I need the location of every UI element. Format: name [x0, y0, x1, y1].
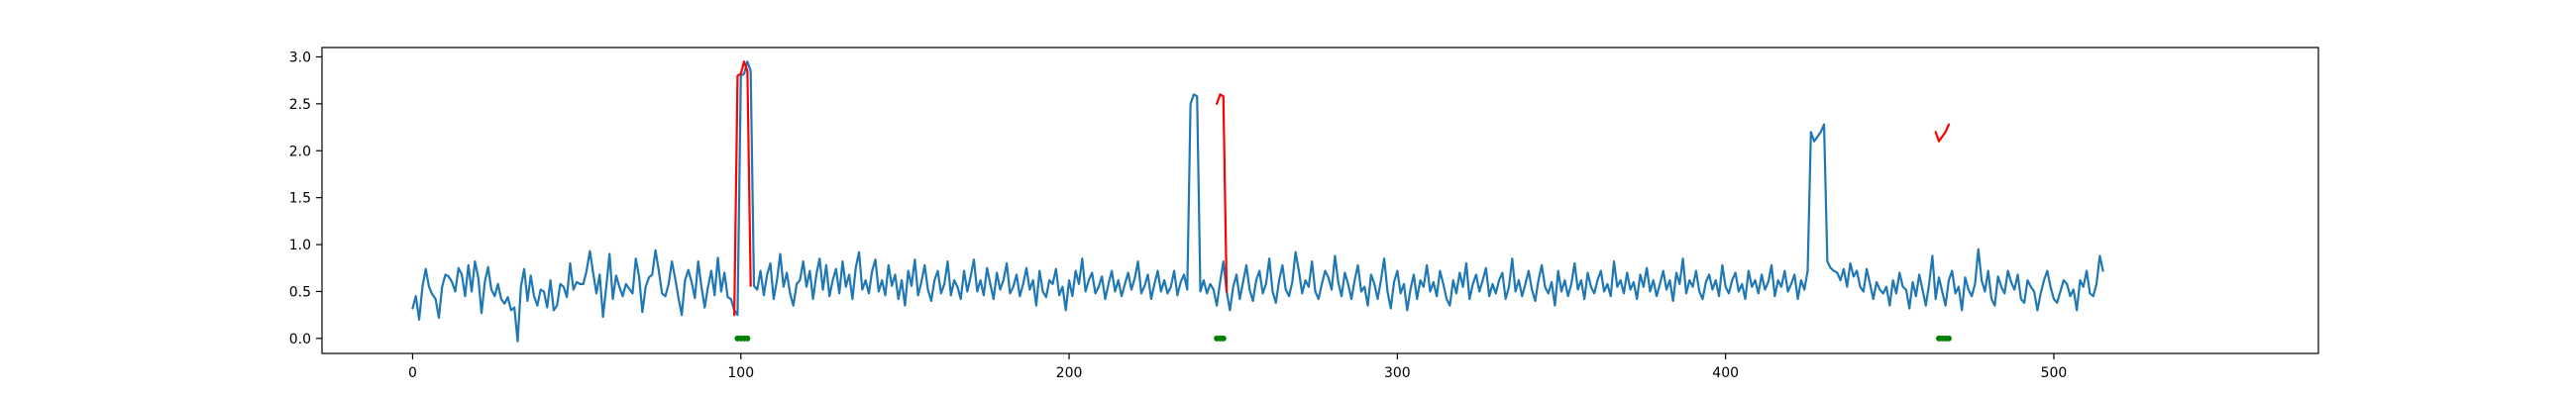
marker-point: [744, 335, 751, 342]
marker-series-4: [734, 335, 1952, 342]
y-tick-label: 0.5: [289, 284, 311, 300]
y-tick-label: 2.5: [289, 97, 311, 113]
x-tick-label: 200: [1056, 365, 1083, 381]
y-tick-label: 2.0: [289, 144, 311, 159]
marker-point: [1945, 335, 1952, 342]
anomaly-segment-line: [1934, 123, 1951, 143]
x-tick-label: 100: [727, 365, 754, 381]
x-tick-label: 300: [1384, 365, 1411, 381]
x-tick-label: 0: [408, 365, 417, 381]
y-tick-label: 0.0: [289, 332, 311, 347]
signal-line: [411, 60, 2104, 343]
marker-point: [1220, 335, 1227, 342]
x-tick-label: 400: [1712, 365, 1739, 381]
anomaly-segment-line: [1216, 93, 1229, 293]
plot-frame: [321, 47, 2319, 354]
y-tick-label: 1.5: [289, 191, 311, 207]
x-tick-label: 500: [2041, 365, 2068, 381]
ticks-layer: 0 100 200 300 400 500 0.0 0.5 1.0 1.5 2.0 2.5 3.0: [289, 50, 2068, 381]
series-layer: [411, 60, 2104, 343]
y-tick-label: 1.0: [289, 238, 311, 253]
y-tick-label: 3.0: [289, 50, 311, 65]
anomaly-segment-line: [733, 60, 752, 317]
